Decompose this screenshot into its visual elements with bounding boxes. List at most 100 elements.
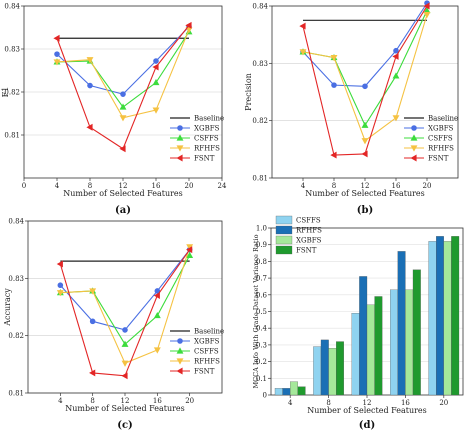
x-tick-label: 20: [185, 397, 194, 405]
data-point-xgbfs: [54, 51, 60, 57]
legend-label: FSNT: [296, 247, 317, 255]
data-point-rfhfs: [121, 360, 129, 367]
data-point-csffs: [361, 121, 369, 128]
y-tick-label: 0.82: [4, 89, 20, 97]
data-point-csffs: [119, 103, 127, 110]
y-axis-title: Precision: [244, 73, 253, 111]
x-tick-label: 20: [185, 182, 194, 190]
legend-marker-fsnt: [176, 367, 183, 375]
x-tick-label: 12: [121, 397, 130, 405]
data-point-xgbfs: [331, 82, 337, 88]
data-point-fsnt: [330, 151, 337, 159]
y-tick-label: 0: [263, 392, 267, 400]
legend-marker-csffs: [176, 347, 184, 354]
bar-rfhfs: [359, 276, 368, 396]
x-tick-label: 12: [119, 182, 128, 190]
y-tick-label: 0.83: [4, 46, 20, 54]
x-tick-label: 4: [301, 182, 306, 190]
data-point-xgbfs: [154, 288, 161, 294]
y-tick-label: 0.82: [252, 117, 268, 125]
x-axis-title: Number of Selected Features: [305, 189, 425, 198]
legend-label: FSNT: [194, 155, 215, 163]
legend-marker-xgbfs: [177, 338, 183, 344]
y-tick-label: 0.6: [256, 291, 268, 299]
data-point-fsnt: [86, 123, 93, 131]
data-point-xgbfs: [393, 47, 399, 54]
x-tick-label: 16: [392, 182, 401, 190]
y-tick-label: 0.8: [256, 258, 267, 266]
data-point-rfhfs: [53, 59, 61, 66]
y-tick-label: 0.7: [256, 275, 267, 283]
series-line-fsnt: [59, 249, 191, 377]
chart-panel-4: 0 0.1 0.2 0.3 0.4 0.5 0.6 0.7 0.8 0.9 1.0 4 8 12 16 20 N…: [252, 215, 464, 431]
legend-label: XGBFS: [194, 338, 220, 346]
y-tick-label: 0.81: [252, 175, 268, 183]
legend-marker-rfhfs: [176, 358, 184, 365]
x-tick-label: 8: [88, 182, 92, 190]
data-point-rfhfs: [153, 347, 161, 354]
legend-label: Baseline: [194, 115, 224, 123]
y-tick-label: 0.5: [256, 308, 267, 316]
legend-swatch-xgbfs: [275, 235, 293, 245]
panel-label: (b): [357, 205, 373, 216]
series-line-fsnt: [56, 25, 190, 150]
data-point-rfhfs: [330, 55, 338, 62]
y-tick-label: 0.83: [252, 60, 268, 68]
series-line-fsnt: [302, 5, 428, 156]
y-tick-label: 1.0: [256, 225, 267, 233]
x-tick-label: 8: [90, 397, 94, 405]
legend-marker-fsnt: [410, 154, 417, 162]
panel-label: (c): [117, 420, 133, 431]
y-tick-label: 0.3: [256, 341, 267, 349]
bar-fsnt: [412, 269, 421, 396]
bar-fsnt: [374, 296, 383, 396]
panel-label: (d): [359, 420, 375, 431]
data-point-xgbfs: [122, 327, 128, 333]
data-point-csffs: [186, 251, 194, 258]
bar-fsnt: [451, 236, 460, 396]
x-tick-label: 4: [58, 397, 63, 405]
x-tick-label: 24: [218, 182, 227, 190]
data-point-rfhfs: [392, 115, 400, 122]
y-axis-title: Accuracy: [3, 288, 12, 327]
data-point-xgbfs: [120, 91, 126, 97]
data-point-rfhfs: [89, 288, 97, 295]
x-axis-title: Number of Selected Features: [63, 189, 183, 198]
series-line-xgbfs: [302, 2, 428, 87]
data-point-rfhfs: [185, 27, 193, 34]
legend: Baseline XGBFS CSFFS RFHFS FSNT: [170, 115, 224, 163]
x-tick-label: 12: [361, 182, 370, 190]
data-point-csffs: [392, 72, 400, 79]
bar-csffs: [428, 241, 437, 396]
bar-fsnt: [297, 386, 306, 396]
legend-label: Baseline: [428, 115, 458, 123]
bar-rfhfs: [397, 251, 406, 396]
y-tick-label: 0.81: [4, 132, 20, 140]
legend-marker-csffs: [176, 134, 184, 141]
data-point-fsnt: [392, 53, 399, 60]
x-tick-label: 4: [55, 182, 60, 190]
legend-label: XGBFS: [296, 237, 322, 245]
data-point-fsnt: [53, 34, 60, 42]
x-axis-title: Number of Selected Features: [307, 406, 427, 415]
y-tick-label: 0.1: [256, 375, 267, 383]
bar-rfhfs: [320, 339, 329, 396]
legend-label: CSFFS: [296, 217, 321, 225]
panel-label: (a): [115, 205, 131, 216]
x-tick-label: 20: [439, 399, 448, 407]
bar-csffs: [313, 346, 322, 396]
data-point-rfhfs: [119, 115, 127, 122]
legend-label: CSFFS: [194, 348, 219, 356]
bar-xgbfs: [405, 289, 414, 396]
data-point-fsnt: [56, 260, 63, 268]
data-point-csffs: [121, 340, 129, 347]
y-tick-label: 0.84: [252, 3, 268, 11]
x-tick-label: 8: [332, 182, 336, 190]
data-point-rfhfs: [423, 12, 431, 19]
x-tick-label: 16: [153, 397, 162, 405]
legend-marker-xgbfs: [411, 125, 417, 131]
legend-marker-rfhfs: [176, 145, 184, 152]
y-tick-label: 0.84: [8, 218, 24, 226]
legend-label: RFHFS: [428, 145, 454, 153]
